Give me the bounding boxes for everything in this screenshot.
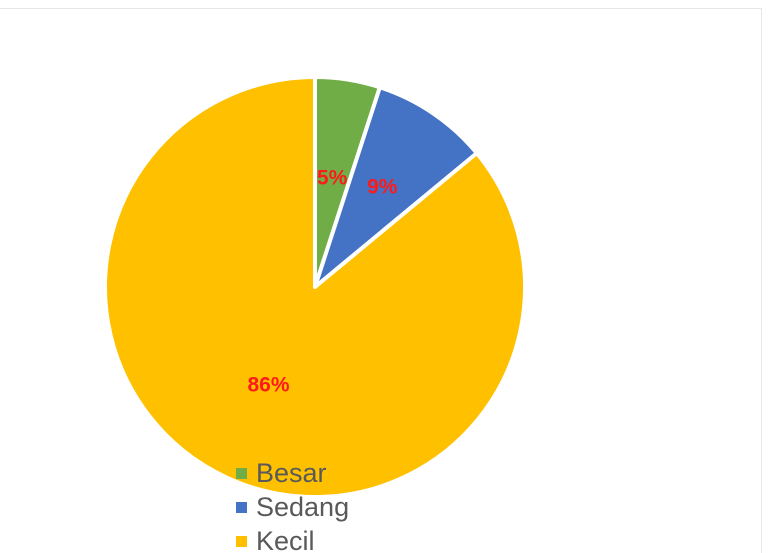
legend-swatch-besar <box>236 467 247 479</box>
legend-label-sedang: Sedang <box>256 492 350 522</box>
legend: Besar Sedang Kecil <box>236 456 349 553</box>
legend-item-besar: Besar <box>236 456 349 490</box>
legend-label-kecil: Kecil <box>256 526 315 553</box>
data-label-besar: 5% <box>317 167 348 190</box>
pie-slice-kecil <box>103 75 528 499</box>
data-label-kecil: 86% <box>247 373 289 396</box>
legend-item-sedang: Sedang <box>236 490 349 524</box>
pie-slice-sedang <box>313 85 479 289</box>
legend-swatch-sedang <box>236 501 247 513</box>
chart-frame <box>0 8 762 553</box>
data-label-sedang: 9% <box>367 176 398 199</box>
legend-swatch-kecil <box>236 535 247 547</box>
legend-item-kecil: Kecil <box>236 524 349 553</box>
legend-label-besar: Besar <box>256 458 327 488</box>
